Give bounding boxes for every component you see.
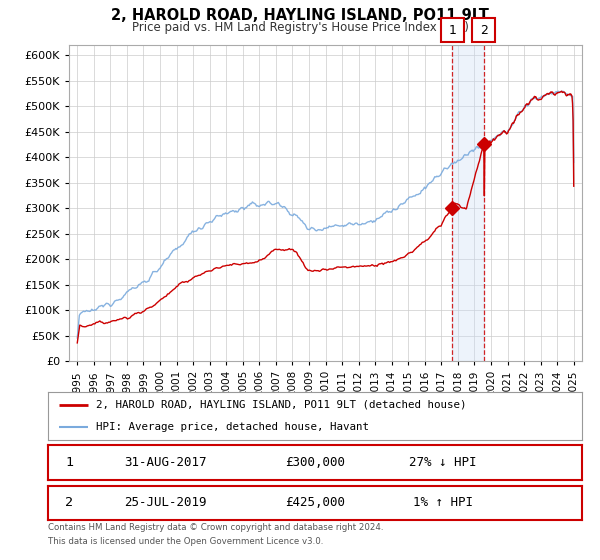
Text: Price paid vs. HM Land Registry's House Price Index (HPI): Price paid vs. HM Land Registry's House … <box>131 21 469 34</box>
Text: 31-AUG-2017: 31-AUG-2017 <box>124 456 207 469</box>
Text: 1: 1 <box>65 456 73 469</box>
Bar <box>452 45 484 361</box>
Text: £425,000: £425,000 <box>285 496 345 510</box>
Text: 27% ↓ HPI: 27% ↓ HPI <box>409 456 477 469</box>
Text: 2: 2 <box>65 496 73 510</box>
Text: 2, HAROLD ROAD, HAYLING ISLAND, PO11 9LT (detached house): 2, HAROLD ROAD, HAYLING ISLAND, PO11 9LT… <box>96 400 467 410</box>
Text: 2: 2 <box>480 24 488 37</box>
Text: 1% ↑ HPI: 1% ↑ HPI <box>413 496 473 510</box>
Text: Contains HM Land Registry data © Crown copyright and database right 2024.: Contains HM Land Registry data © Crown c… <box>48 523 383 532</box>
Text: 1: 1 <box>448 24 456 37</box>
Text: £300,000: £300,000 <box>285 456 345 469</box>
Text: This data is licensed under the Open Government Licence v3.0.: This data is licensed under the Open Gov… <box>48 537 323 546</box>
Text: HPI: Average price, detached house, Havant: HPI: Average price, detached house, Hava… <box>96 422 369 432</box>
Text: 2, HAROLD ROAD, HAYLING ISLAND, PO11 9LT: 2, HAROLD ROAD, HAYLING ISLAND, PO11 9LT <box>111 8 489 24</box>
Text: 25-JUL-2019: 25-JUL-2019 <box>124 496 207 510</box>
